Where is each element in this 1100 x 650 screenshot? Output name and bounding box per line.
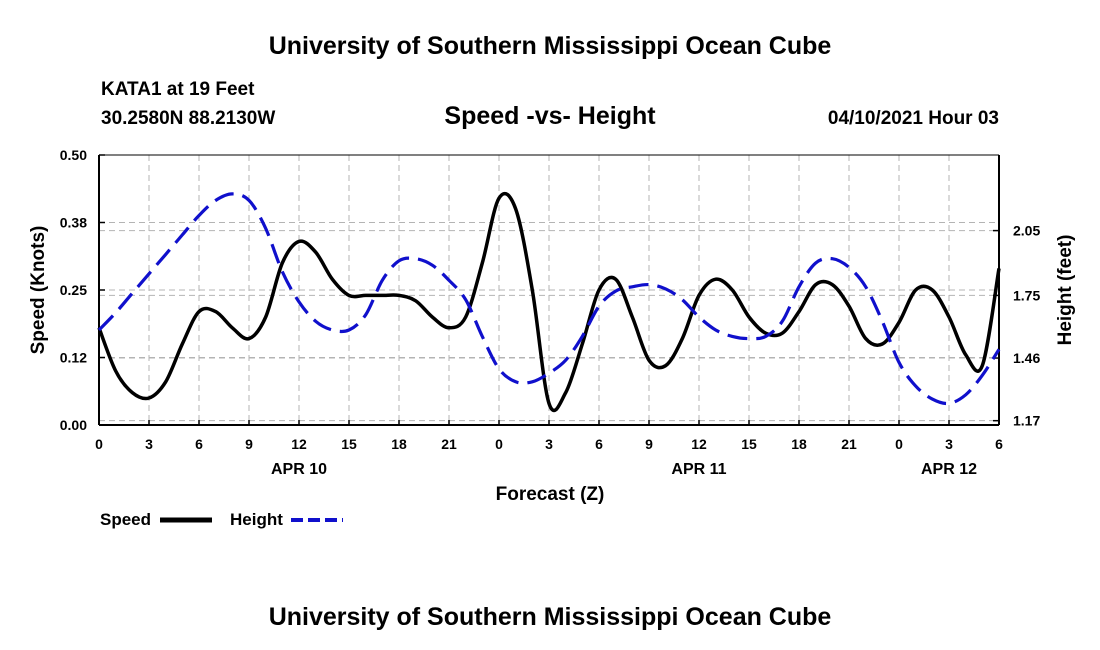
y-right-tick-label: 1.75 — [1013, 287, 1040, 303]
x-tick-label: 0 — [95, 436, 103, 452]
series-line-speed — [97, 191, 1001, 413]
x-tick-label: 18 — [391, 436, 407, 452]
x-tick-label: 0 — [495, 436, 503, 452]
x-tick-label: 15 — [741, 436, 757, 452]
x-date-label: APR 10 — [271, 461, 327, 478]
y-right-tick-label: 2.05 — [1013, 223, 1040, 239]
x-tick-label: 18 — [791, 436, 807, 452]
y-axis-label-right: Height (feet) — [1055, 235, 1076, 346]
x-tick-label: 21 — [841, 436, 857, 452]
series — [97, 191, 1001, 413]
x-date-label: APR 12 — [921, 461, 977, 478]
station-coords: 30.2580N 88.2130W — [101, 108, 275, 129]
legend: Speed Height — [100, 510, 343, 529]
y-right-tick-label: 1.46 — [1013, 350, 1040, 366]
x-tick-label: 6 — [995, 436, 1003, 452]
y-left-tick-label: 0.50 — [60, 147, 87, 163]
x-tick-label: 6 — [195, 436, 203, 452]
x-tick-label: 21 — [441, 436, 457, 452]
axes: 0 3 6 9 12 15 18 21 0 3 6 9 12 15 18 21 0 3 6 APR 10 APR 11 A… — [60, 147, 1041, 478]
grid-lines — [99, 155, 999, 425]
y-left-tick-label: 0.25 — [60, 282, 87, 298]
x-tick-label: 0 — [895, 436, 903, 452]
x-date-label: APR 11 — [671, 461, 726, 478]
forecast-timestamp: 04/10/2021 Hour 03 — [828, 108, 999, 129]
x-tick-label: 12 — [691, 436, 707, 452]
x-tick-label: 9 — [245, 436, 253, 452]
title-bottom: University of Southern Mississippi Ocean… — [269, 603, 832, 631]
x-tick-label: 9 — [645, 436, 653, 452]
x-tick-label: 15 — [341, 436, 357, 452]
y-left-tick-label: 0.12 — [60, 350, 87, 366]
x-tick-label: 6 — [595, 436, 603, 452]
x-tick-label: 12 — [291, 436, 307, 452]
station-label: KATA1 at 19 Feet — [101, 79, 255, 100]
title-top: University of Southern Mississippi Ocean… — [269, 32, 832, 60]
x-tick-label: 3 — [145, 436, 153, 452]
x-axis-label: Forecast (Z) — [496, 484, 605, 505]
legend-speed-label: Speed — [100, 510, 151, 529]
x-tick-label: 3 — [945, 436, 953, 452]
chart-title: Speed -vs- Height — [444, 102, 656, 130]
y-right-tick-label: 1.17 — [1013, 413, 1040, 429]
series-line-height — [97, 192, 1001, 406]
y-axis-label-left: Speed (Knots) — [28, 226, 49, 355]
y-left-tick-label: 0.00 — [60, 417, 87, 433]
x-tick-label: 3 — [545, 436, 553, 452]
legend-height-label: Height — [230, 510, 283, 529]
y-left-tick-label: 0.38 — [60, 215, 87, 231]
